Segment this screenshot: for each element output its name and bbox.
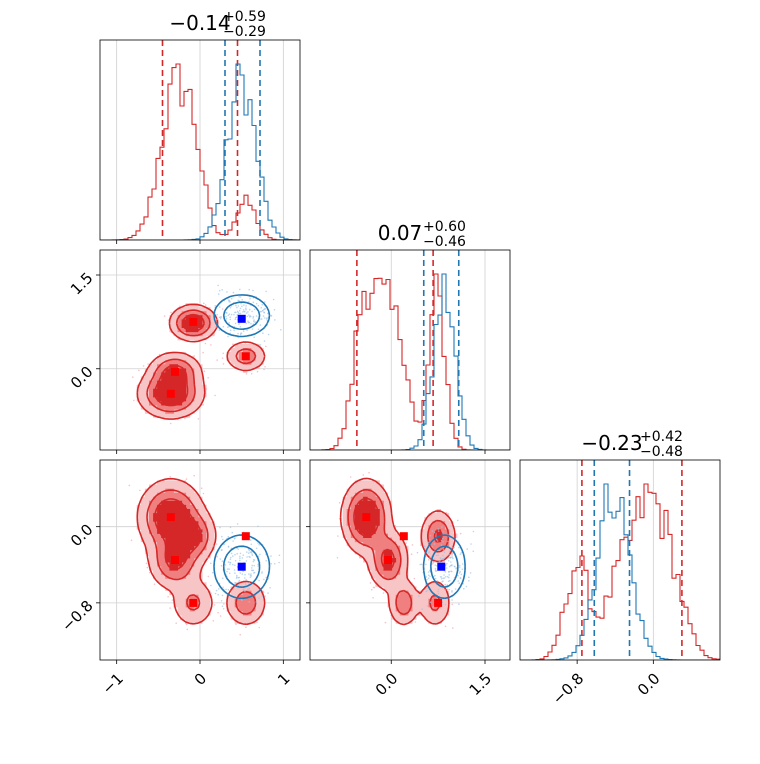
contour-blue-1-2-1 xyxy=(430,545,459,588)
marker-blue-0-2-0 xyxy=(237,562,246,571)
tick-label-x-0-0: −1 xyxy=(99,670,127,698)
histogram-blue-0 xyxy=(100,63,300,240)
marker-blue-1-2-0 xyxy=(437,562,446,571)
panel-0-2 xyxy=(128,474,281,636)
title-sup-2: +0.42 xyxy=(640,429,683,445)
marker-red-0-2-1 xyxy=(171,556,179,564)
title-sup-1: +0.60 xyxy=(423,219,466,235)
tick-label-x-1-0: 0.0 xyxy=(372,670,402,700)
contour-red-0-2-0 xyxy=(136,477,266,626)
tick-label-y-1-1: 1.5 xyxy=(67,269,97,299)
marker-red-0-1-0 xyxy=(166,389,175,398)
marker-red-1-2-2 xyxy=(434,598,443,607)
title-main-1: 0.07 xyxy=(378,221,423,245)
contour-blue-0-2-1 xyxy=(222,545,261,588)
title-sub-2: −0.48 xyxy=(640,444,683,460)
marker-red-0-1-1 xyxy=(171,367,179,376)
tick-label-x-1-1: 1.5 xyxy=(466,670,496,700)
marker-blue-0-1-0 xyxy=(237,314,246,323)
marker-red-1-2-3 xyxy=(399,532,408,541)
panel-1-2 xyxy=(336,471,475,629)
svg-text:0.07: 0.07 xyxy=(378,221,423,245)
histogram-red-2 xyxy=(520,483,720,660)
panel-border-1-1 xyxy=(309,249,511,451)
tick-label-y-2-0: −0.8 xyxy=(58,597,96,635)
title-sub-0: −0.29 xyxy=(223,24,266,40)
title-main-0: −0.14 xyxy=(169,11,230,35)
contour-blue-1-2-0 xyxy=(422,534,466,600)
title-param-2: −0.23 +0.42 −0.48 xyxy=(581,429,683,460)
contour-blue-0-2-0 xyxy=(213,534,271,600)
tick-label-y-2-1: 0.0 xyxy=(67,520,97,550)
tick-label-x-2-0: −0.8 xyxy=(549,670,587,708)
panel-bg-1-1 xyxy=(310,250,510,450)
contour-red-0-2-2 xyxy=(154,498,202,570)
title-sub-1: −0.46 xyxy=(423,234,466,250)
panel-bg-1-2 xyxy=(310,460,510,660)
panel-border-2-2 xyxy=(519,459,721,661)
marker-red-0-1-3 xyxy=(241,352,250,361)
marker-red-0-2-3 xyxy=(241,532,250,541)
contour-red-0-1-2 xyxy=(153,313,205,407)
title-param-1: 0.07 +0.60 −0.46 xyxy=(378,219,466,250)
tick-label-x-0-1: 0 xyxy=(191,670,210,689)
scatter-blue-0-2 xyxy=(201,523,281,607)
tick-label-x-2-1: 0.0 xyxy=(634,670,664,700)
histogram-blue-1 xyxy=(310,273,510,450)
histogram-red-0 xyxy=(100,63,300,240)
title-sup-0: +0.59 xyxy=(223,9,266,25)
contour-blue-0-1-1 xyxy=(222,301,261,330)
contour-blue-0-1-0 xyxy=(213,294,271,338)
density-fill-red-1-2-2 xyxy=(354,496,441,571)
marker-red-0-1-2 xyxy=(189,317,198,326)
panel-border-1-2 xyxy=(309,459,511,661)
tick-label-y-1-0: 0.0 xyxy=(67,363,97,393)
contour-red-0-1-1 xyxy=(146,309,257,413)
tick-label-x-0-2: 1 xyxy=(274,670,293,689)
title-main-2: −0.23 xyxy=(581,431,642,455)
contour-red-1-2-2 xyxy=(353,497,443,571)
marker-red-1-2-1 xyxy=(384,556,393,564)
panel-0-1 xyxy=(132,284,282,425)
title-param-0: −0.14 +0.59 −0.29 xyxy=(169,9,266,40)
histogram-red-1 xyxy=(310,273,510,450)
marker-red-0-2-2 xyxy=(189,598,198,607)
marker-red-0-2-0 xyxy=(166,513,175,522)
marker-red-1-2-0 xyxy=(362,513,371,522)
svg-text:−0.14: −0.14 xyxy=(169,11,230,35)
contour-red-0-2-1 xyxy=(146,489,257,615)
svg-text:−0.23: −0.23 xyxy=(581,431,642,455)
density-fill-red-0-1-2 xyxy=(153,315,203,406)
